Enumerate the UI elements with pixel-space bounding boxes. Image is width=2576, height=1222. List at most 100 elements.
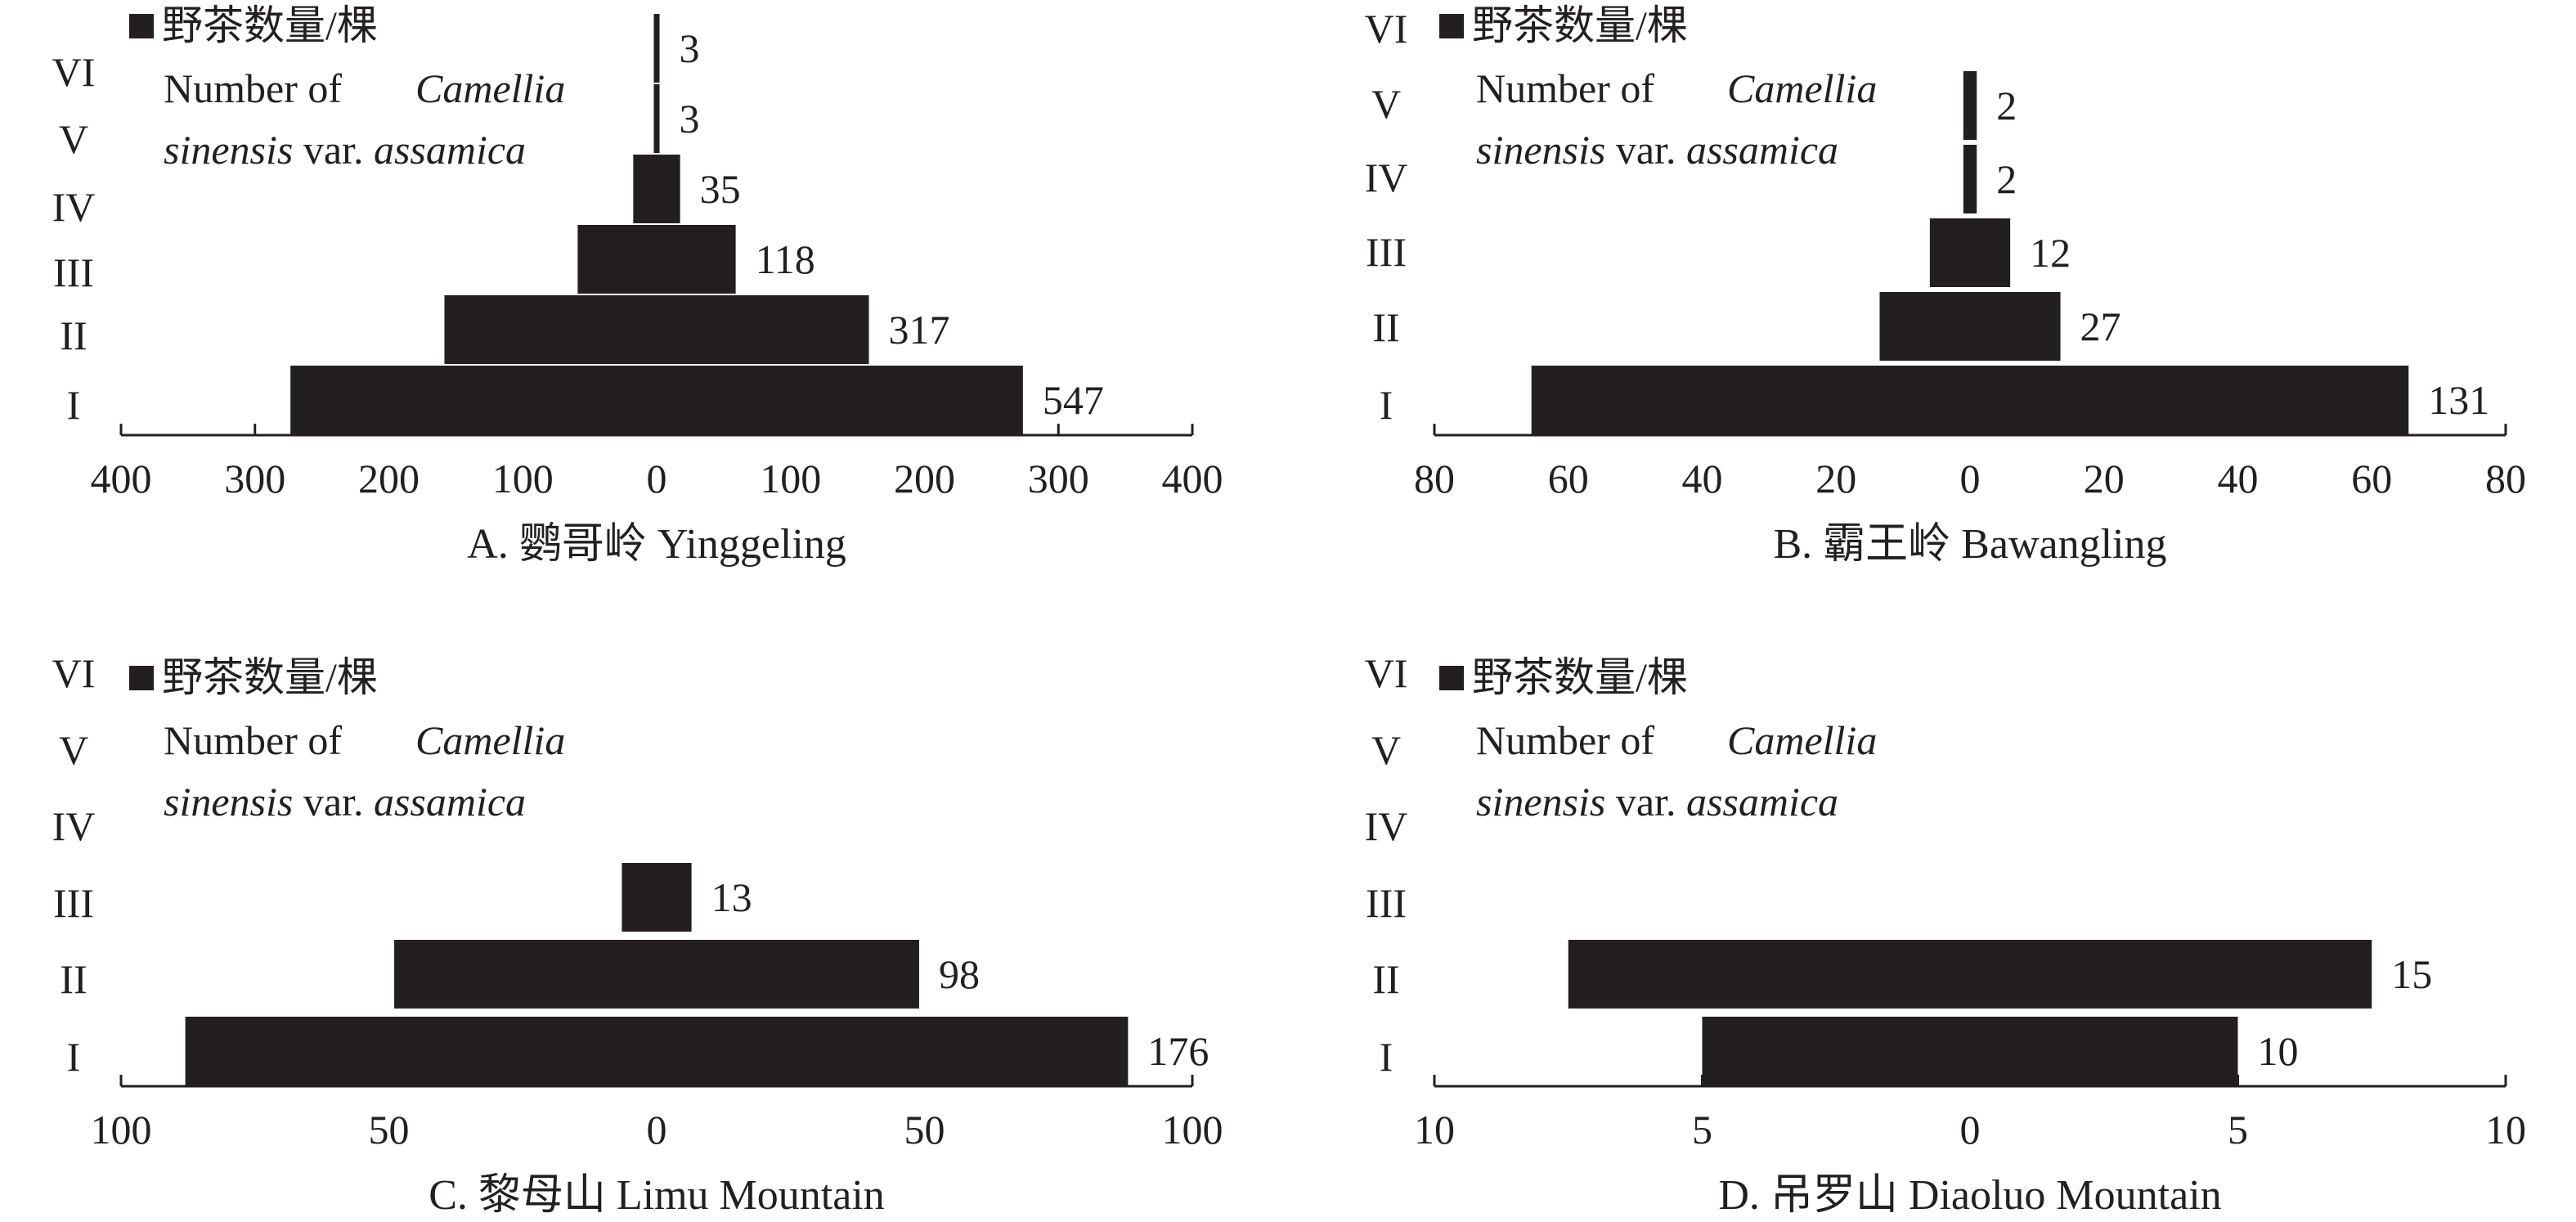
x-tick-label: 50 (904, 1107, 945, 1152)
legend-genus: Camellia (1727, 65, 1877, 111)
chart-panel-4: 野茶数量/棵 Number of Camellia sinensis var. ass… (1365, 650, 2526, 1219)
chart-panel-1: 野茶数量/棵 Number of Camellia sinensis var. ass… (52, 2, 1223, 568)
legend-swatch (1439, 666, 1464, 690)
legend-species: sinensis (1476, 127, 1605, 173)
panel-caption: C. 黎母山 Limu Mountain (429, 1172, 885, 1219)
x-tick-label: 100 (492, 456, 554, 501)
value-label-I: 176 (1147, 1028, 1209, 1074)
legend-line-1-text: Number of (1476, 717, 1654, 763)
class-label-VI: VI (1365, 650, 1408, 696)
legend-var-text (1605, 779, 1616, 824)
value-label-IV: 35 (700, 166, 741, 212)
legend-line-2: sinensis var. assamica (164, 779, 526, 824)
legend-species: sinensis (164, 779, 293, 824)
legend-swatch (1439, 14, 1464, 38)
value-label-III: 118 (756, 236, 815, 282)
x-tick-label: 400 (91, 456, 152, 501)
bar-class-V (1963, 71, 1977, 140)
x-tick-label: 10 (2485, 1107, 2526, 1152)
class-label-V: V (1371, 727, 1401, 773)
bar-class-III (1929, 218, 2011, 287)
legend-var: var. (303, 127, 364, 173)
x-tick-label: 40 (2218, 456, 2259, 501)
panel-caption: D. 吊罗山 Diaoluo Mountain (1718, 1172, 2221, 1219)
bar-class-II (1568, 940, 2372, 1009)
x-tick-label: 100 (1162, 1107, 1223, 1152)
legend-variety: assamica (1686, 127, 1838, 173)
legend-line-1-text: Number of (1476, 65, 1654, 111)
bar-class-I (290, 366, 1023, 434)
legend-line-1: Number of Camellia (1476, 65, 1877, 111)
x-tick-label: 300 (224, 456, 285, 501)
value-label-V: 3 (680, 96, 700, 142)
bar-class-II (444, 295, 869, 364)
bar-class-VI (653, 14, 660, 83)
class-label-III: III (53, 249, 94, 295)
class-label-VI: VI (52, 650, 96, 696)
x-tick-label: 0 (647, 456, 667, 501)
class-label-I: I (67, 382, 81, 428)
value-label-II: 98 (939, 951, 980, 997)
x-tick-label: 100 (760, 456, 821, 501)
x-tick-label: 5 (1692, 1107, 1712, 1152)
x-tick-label: 20 (2084, 456, 2125, 501)
value-label-II: 15 (2391, 951, 2432, 997)
legend-var: var. (1616, 779, 1676, 824)
class-label-I: I (1380, 1034, 1393, 1080)
bar-class-I (185, 1017, 1129, 1085)
value-label-I: 10 (2258, 1028, 2299, 1074)
class-label-II: II (60, 312, 87, 358)
x-tick-label: 80 (2485, 456, 2526, 501)
bar-class-II (1879, 292, 2061, 361)
value-label-IV: 2 (1996, 156, 2017, 202)
value-label-III: 13 (711, 874, 752, 920)
legend-title-zh: 野茶数量/棵 (162, 654, 378, 700)
bar-class-IV (633, 155, 680, 223)
legend-line-2: sinensis var. assamica (1476, 127, 1838, 173)
legend-line-1: Number of Camellia (164, 717, 565, 763)
legend-var: var. (303, 779, 364, 824)
bar-class-III (622, 863, 692, 932)
bar-class-V (653, 84, 660, 153)
class-label-V: V (59, 727, 88, 773)
class-label-IV: IV (1365, 803, 1408, 849)
class-label-III: III (1366, 229, 1407, 275)
legend-genus: Camellia (415, 65, 565, 111)
x-tick-label: 80 (1414, 456, 1455, 501)
legend-title-zh: 野茶数量/棵 (1472, 654, 1688, 700)
value-label-II: 317 (889, 307, 950, 353)
legend-variety: assamica (1686, 779, 1838, 824)
x-tick-label: 60 (2351, 456, 2392, 501)
legend-line-1-text: Number of (164, 717, 342, 763)
legend-species: sinensis (1476, 779, 1605, 824)
x-tick-label: 10 (1414, 1107, 1455, 1152)
bar-class-I (1702, 1017, 2238, 1085)
legend-title-zh: 野茶数量/棵 (162, 2, 378, 48)
class-label-III: III (53, 880, 94, 926)
class-label-III: III (1366, 880, 1407, 926)
legend-line-2: sinensis var. assamica (164, 127, 526, 173)
class-label-I: I (1380, 382, 1393, 428)
x-tick-label: 200 (894, 456, 955, 501)
x-tick-label: 0 (1960, 1107, 1981, 1152)
value-label-VI: 3 (680, 25, 700, 71)
class-label-V: V (1371, 81, 1401, 127)
legend-genus: Camellia (415, 717, 565, 763)
class-label-II: II (1372, 956, 1399, 1002)
legend-line-1: Number of Camellia (164, 65, 565, 111)
legend-space (1676, 127, 1686, 173)
x-tick-label: 200 (358, 456, 420, 501)
legend-line-2: sinensis var. assamica (1476, 779, 1838, 824)
x-tick-label: 60 (1548, 456, 1589, 501)
value-label-V: 2 (1996, 83, 2017, 128)
legend-swatch (129, 14, 154, 38)
class-label-IV: IV (1365, 155, 1408, 200)
x-tick-label: 400 (1162, 456, 1223, 501)
class-label-VI: VI (1365, 6, 1408, 52)
class-label-VI: VI (52, 49, 96, 95)
legend-genus: Camellia (1727, 717, 1877, 763)
class-label-IV: IV (52, 184, 96, 230)
bar-class-I (1531, 366, 2409, 434)
legend-space (1676, 779, 1686, 824)
